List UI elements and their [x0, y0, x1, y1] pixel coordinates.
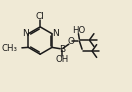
Text: CH₃: CH₃ [1, 44, 17, 53]
Text: O: O [67, 37, 74, 46]
Text: HO: HO [72, 26, 85, 35]
Text: N: N [22, 29, 29, 38]
Text: N: N [52, 29, 59, 38]
Text: Cl: Cl [36, 12, 45, 21]
Text: B: B [59, 45, 65, 54]
Text: OH: OH [55, 55, 69, 64]
